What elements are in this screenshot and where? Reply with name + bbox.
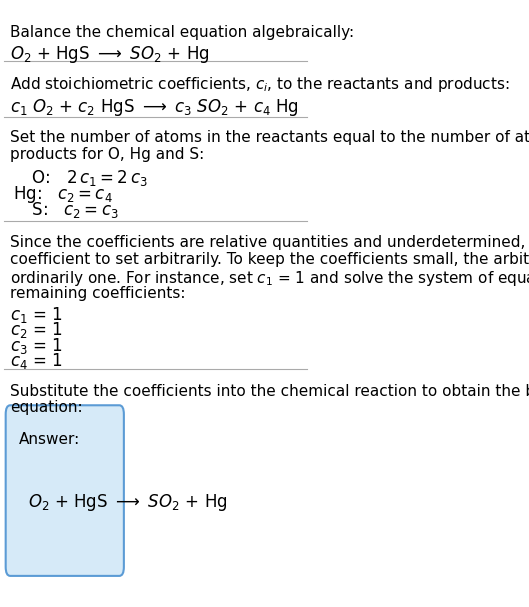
- Text: $c_4$ = 1: $c_4$ = 1: [10, 351, 63, 371]
- Text: equation:: equation:: [10, 401, 83, 415]
- Text: remaining coefficients:: remaining coefficients:: [10, 285, 186, 300]
- Text: $c_1$ = 1: $c_1$ = 1: [10, 305, 63, 325]
- FancyBboxPatch shape: [6, 405, 124, 576]
- Text: Add stoichiometric coefficients, $c_i$, to the reactants and products:: Add stoichiometric coefficients, $c_i$, …: [10, 75, 510, 94]
- Text: S:   $c_2 = c_3$: S: $c_2 = c_3$: [21, 200, 118, 220]
- Text: Balance the chemical equation algebraically:: Balance the chemical equation algebraica…: [10, 25, 354, 40]
- Text: $O_2$ + HgS $\longrightarrow$ $SO_2$ + Hg: $O_2$ + HgS $\longrightarrow$ $SO_2$ + H…: [10, 44, 209, 66]
- Text: $c_1$ $O_2$ + $c_2$ HgS $\longrightarrow$ $c_3$ $SO_2$ + $c_4$ Hg: $c_1$ $O_2$ + $c_2$ HgS $\longrightarrow…: [10, 97, 299, 118]
- Text: Substitute the coefficients into the chemical reaction to obtain the balanced: Substitute the coefficients into the che…: [10, 384, 529, 399]
- Text: O:   $2\,c_1 = 2\,c_3$: O: $2\,c_1 = 2\,c_3$: [21, 168, 148, 188]
- Text: coefficient to set arbitrarily. To keep the coefficients small, the arbitrary va: coefficient to set arbitrarily. To keep …: [10, 252, 529, 267]
- Text: ordinarily one. For instance, set $c_1$ = 1 and solve the system of equations fo: ordinarily one. For instance, set $c_1$ …: [10, 269, 529, 288]
- Text: products for O, Hg and S:: products for O, Hg and S:: [10, 147, 205, 161]
- Text: Hg:   $c_2 = c_4$: Hg: $c_2 = c_4$: [13, 184, 113, 205]
- Text: Set the number of atoms in the reactants equal to the number of atoms in the: Set the number of atoms in the reactants…: [10, 130, 529, 145]
- Text: $c_2$ = 1: $c_2$ = 1: [10, 320, 63, 341]
- Text: Since the coefficients are relative quantities and underdetermined, choose a: Since the coefficients are relative quan…: [10, 236, 529, 250]
- Text: $O_2$ + HgS $\longrightarrow$ $SO_2$ + Hg: $O_2$ + HgS $\longrightarrow$ $SO_2$ + H…: [29, 492, 228, 513]
- Text: Answer:: Answer:: [20, 432, 80, 447]
- Text: $c_3$ = 1: $c_3$ = 1: [10, 336, 63, 356]
